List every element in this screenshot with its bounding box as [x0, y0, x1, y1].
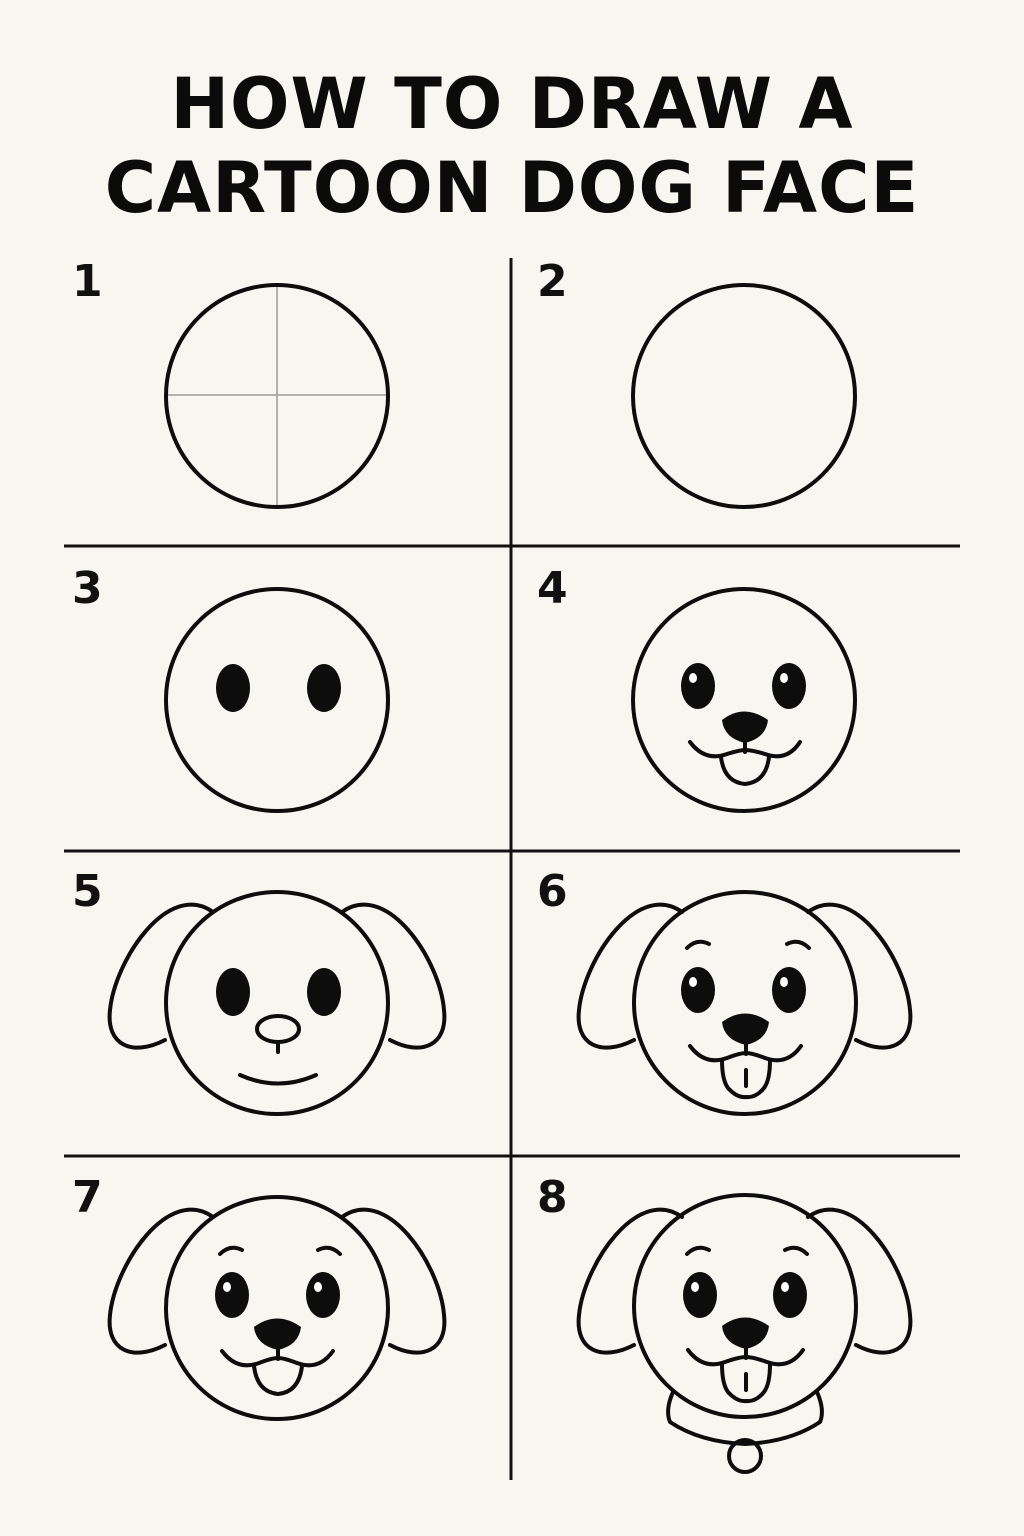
step-number-8: 8 — [537, 1172, 568, 1223]
step-4-drawing — [631, 587, 857, 813]
step-5-drawing — [107, 890, 447, 1116]
step-number-1: 1 — [72, 256, 103, 307]
step-7-drawing — [107, 1195, 447, 1421]
step-2-drawing — [631, 283, 857, 509]
step-8-drawing — [576, 1193, 913, 1474]
step-number-6: 6 — [537, 866, 568, 917]
step-number-7: 7 — [72, 1172, 103, 1223]
step-1-drawing — [164, 283, 390, 509]
step-number-3: 3 — [72, 563, 103, 614]
step-6-drawing — [576, 890, 913, 1116]
page-title: HOW TO DRAW A CARTOON DOG FACE — [0, 62, 1024, 230]
title-line-2: CARTOON DOG FACE — [104, 147, 920, 229]
step-number-4: 4 — [537, 563, 568, 614]
title-line-1: HOW TO DRAW A — [170, 63, 854, 145]
step-number-2: 2 — [537, 256, 568, 307]
step-3-drawing — [164, 587, 390, 813]
step-number-5: 5 — [72, 866, 103, 917]
